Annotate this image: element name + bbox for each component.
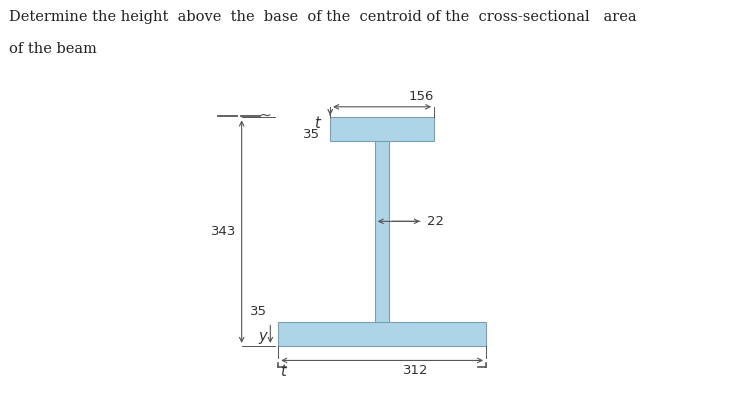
Text: 343: 343 xyxy=(211,225,236,238)
Text: y: y xyxy=(258,330,267,345)
Text: 22: 22 xyxy=(428,215,444,228)
Bar xyxy=(279,322,486,346)
Text: 312: 312 xyxy=(403,364,428,378)
Text: 35: 35 xyxy=(303,128,320,141)
Text: 156: 156 xyxy=(408,91,433,104)
Bar xyxy=(330,118,434,141)
Text: t: t xyxy=(314,116,320,131)
Text: 35: 35 xyxy=(250,306,267,318)
Bar xyxy=(375,141,390,322)
Text: ~: ~ xyxy=(259,108,271,123)
Text: Determine the height  above  the  base  of the  centroid of the  cross-sectional: Determine the height above the base of t… xyxy=(9,10,637,24)
Text: t: t xyxy=(280,364,285,380)
Text: of the beam: of the beam xyxy=(9,42,96,56)
